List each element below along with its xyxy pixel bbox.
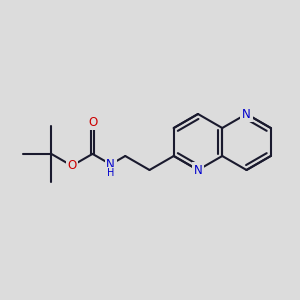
Text: N: N	[106, 158, 115, 171]
Text: N: N	[194, 164, 202, 176]
Text: N: N	[242, 107, 251, 121]
Text: O: O	[88, 116, 97, 129]
Text: H: H	[107, 168, 114, 178]
Text: O: O	[67, 159, 76, 172]
